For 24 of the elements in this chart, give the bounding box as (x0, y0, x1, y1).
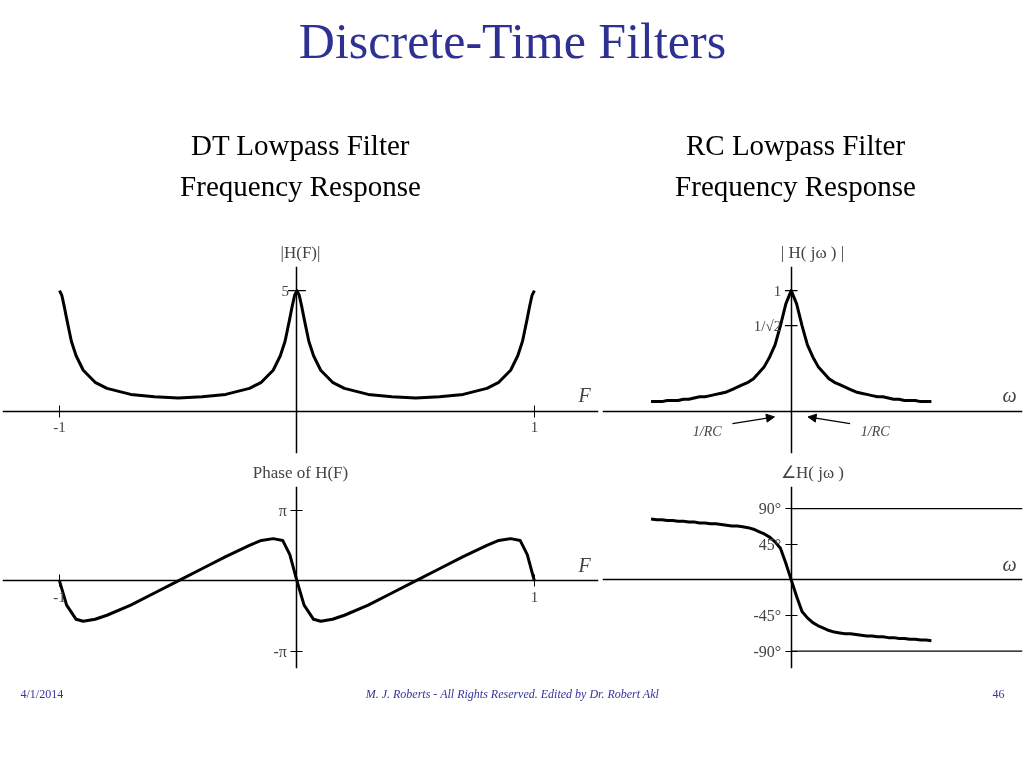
y-tick-label: -90° (753, 642, 782, 660)
y-tick-label: -45° (753, 606, 782, 624)
x-axis-title: ω (1002, 552, 1017, 575)
y-tick-label: 90° (758, 500, 782, 518)
y-axis-title: | H( jω ) | (780, 242, 845, 262)
y-tick-label: π (278, 501, 287, 519)
x-axis-title: ω (1002, 384, 1017, 407)
text: 1/RC (860, 423, 891, 439)
y-axis-title: ∠H( jω ) (780, 462, 845, 482)
text: 1/RC (692, 423, 723, 439)
y-tick-label: -π (273, 642, 287, 660)
chart-subtitle: DT Lowpass Filter Frequency Response (180, 128, 421, 203)
y-axis-title: |H(F)| (280, 242, 321, 262)
text: 46 (992, 686, 1005, 701)
y-axis-title: Phase of H(F) (252, 462, 349, 482)
x-axis-title: F (577, 384, 592, 407)
x-tick-label: -1 (53, 419, 66, 436)
annotation: 5 (281, 282, 289, 299)
text: M. J. Roberts - All Rights Reserved. Edited by Dr. Robert Akl (364, 686, 660, 701)
text: 4/1/2014 (20, 686, 64, 701)
x-axis-title: F (577, 553, 592, 576)
chart-title: Discrete-Time Filters (298, 12, 727, 69)
annotation: 1 (773, 282, 782, 299)
chart-subtitle: RC Lowpass Filter Frequency Response (675, 128, 916, 203)
